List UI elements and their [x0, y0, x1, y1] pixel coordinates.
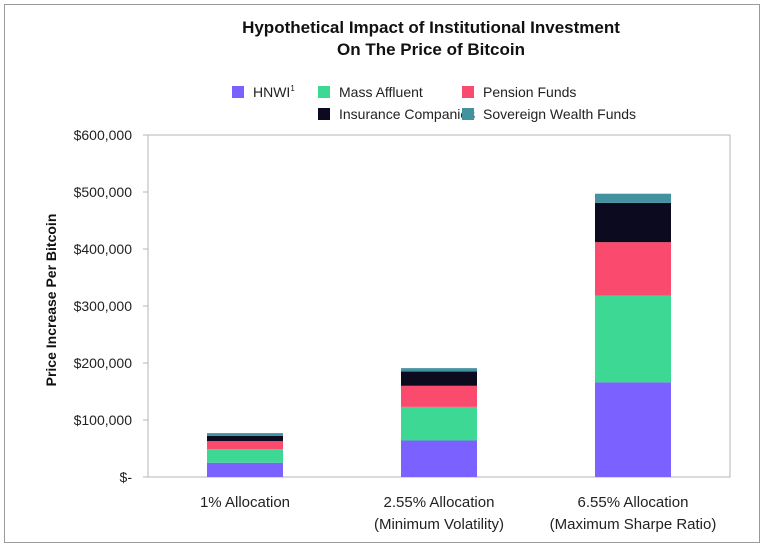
legend-label: Mass Affluent: [339, 84, 423, 100]
legend-swatch: [318, 108, 330, 120]
bar-segment-pension-funds: [595, 242, 671, 296]
legend: HNWI1 Mass Affluent Pension Funds Insurance…: [232, 84, 636, 122]
bar-segment-hnwi: [207, 462, 283, 477]
bar-segment-mass-affluent: [207, 449, 283, 463]
legend-label: HNWI1: [253, 84, 295, 100]
bar-segment-hnwi: [401, 440, 477, 477]
y-tick-label: $200,000: [74, 355, 133, 371]
bar-segment-sovereign-wealth-funds: [207, 433, 283, 436]
x-category-label: 1% Allocation: [200, 494, 290, 511]
y-tick-label: $600,000: [74, 127, 133, 143]
y-tick-label: $300,000: [74, 298, 133, 314]
chart-title-line-1: Hypothetical Impact of Institutional Inv…: [242, 18, 620, 37]
bar-segment-insurance-companies: [207, 435, 283, 442]
x-category-label: (Minimum Volatility): [374, 516, 504, 533]
bar-segment-sovereign-wealth-funds: [595, 193, 671, 203]
bar-segment-insurance-companies: [595, 202, 671, 243]
legend-label: Insurance Companies: [339, 106, 475, 122]
x-category-label: 6.55% Allocation: [578, 494, 689, 511]
legend-swatch: [462, 108, 474, 120]
y-tick-label: $400,000: [74, 241, 133, 257]
bar-segment-pension-funds: [401, 385, 477, 407]
bar-segment-mass-affluent: [401, 406, 477, 441]
bar-segment-mass-affluent: [595, 295, 671, 383]
chart-title-line-2: On The Price of Bitcoin: [337, 40, 525, 59]
legend-label: Pension Funds: [483, 84, 576, 100]
x-category-label: (Maximum Sharpe Ratio): [550, 516, 717, 533]
legend-swatch: [462, 86, 474, 98]
y-tick-label: $-: [120, 469, 133, 485]
legend-label: Sovereign Wealth Funds: [483, 106, 636, 122]
bar-segment-pension-funds: [207, 441, 283, 450]
y-tick-label: $500,000: [74, 184, 133, 200]
y-axis-label: Price Increase Per Bitcoin: [43, 214, 59, 387]
bar-segment-insurance-companies: [401, 371, 477, 386]
bar-segment-sovereign-wealth-funds: [401, 368, 477, 372]
bars: [207, 193, 671, 477]
legend-swatch: [318, 86, 330, 98]
bar-segment-hnwi: [595, 382, 671, 477]
x-axis-categories: 1% Allocation 2.55% Allocation (Minimum Vo…: [200, 494, 716, 533]
x-category-label: 2.55% Allocation: [384, 494, 495, 511]
y-axis-ticks: $- $100,000 $200,000 $300,000 $400,000 $500,0…: [74, 127, 148, 485]
legend-swatch: [232, 86, 244, 98]
y-tick-label: $100,000: [74, 412, 133, 428]
